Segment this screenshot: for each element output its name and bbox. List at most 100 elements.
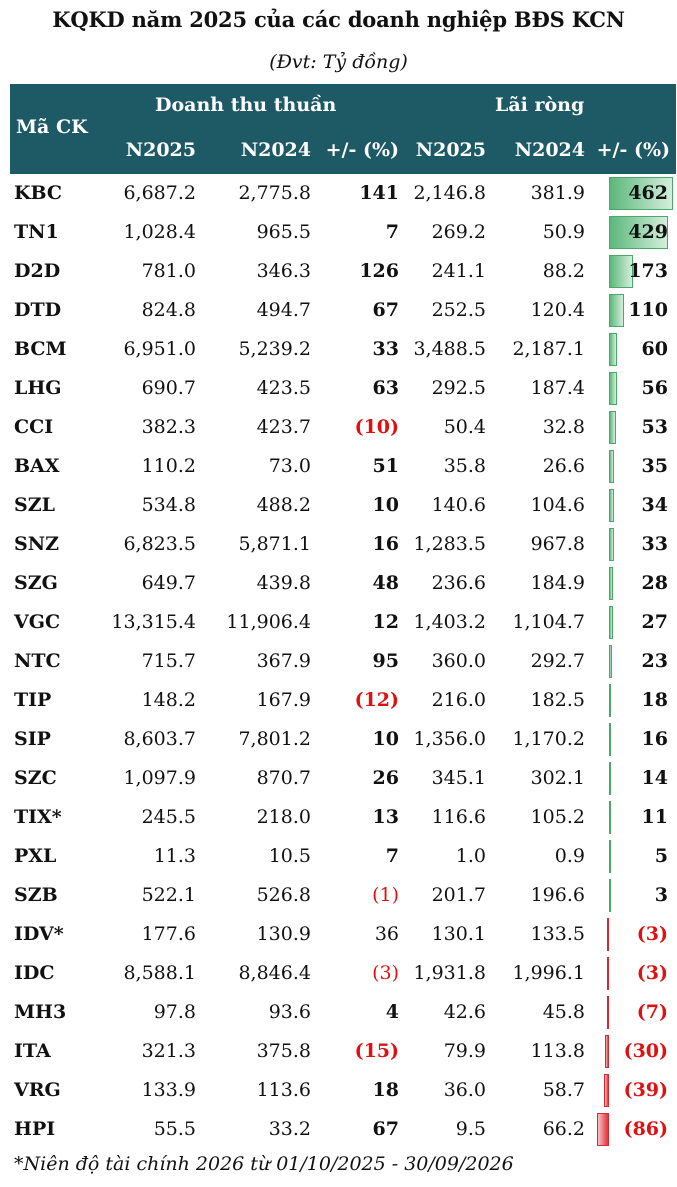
cell-code: BAX	[14, 455, 60, 477]
cell-rev-change: 13	[372, 806, 399, 828]
cell-profit-2025: 360.0	[431, 650, 486, 672]
cell-code: DTD	[14, 299, 62, 321]
cell-code: KBC	[14, 182, 63, 204]
cell-rev-2025: 321.3	[141, 1040, 196, 1062]
profit-change-bar	[597, 1113, 609, 1146]
table-header: Mã CK Doanh thu thuần Lãi ròng N2025 N20…	[10, 84, 676, 174]
header-revenue-group: Doanh thu thuần	[155, 94, 337, 116]
table-row: D2D 781.0 346.3 126 241.1 88.2 173	[10, 252, 676, 291]
cell-profit-change: (3)	[636, 962, 668, 984]
cell-profit-2025: 241.1	[431, 260, 486, 282]
cell-profit-2024: 133.5	[530, 923, 585, 945]
profit-change-bar	[609, 567, 613, 600]
cell-code: SIP	[14, 728, 51, 750]
profit-change-bar	[603, 1074, 609, 1107]
cell-profit-2025: 2,146.8	[413, 182, 486, 204]
cell-profit-2024: 32.8	[542, 416, 585, 438]
cell-profit-2024: 120.4	[530, 299, 585, 321]
cell-rev-2025: 6,687.2	[123, 182, 196, 204]
cell-rev-2024: 167.9	[256, 689, 311, 711]
cell-profit-change: 56	[641, 377, 668, 399]
cell-profit-2025: 345.1	[431, 767, 486, 789]
cell-rev-change: 7	[385, 221, 399, 243]
cell-code: BCM	[14, 338, 67, 360]
cell-rev-change: 26	[372, 767, 399, 789]
cell-profit-2025: 216.0	[431, 689, 486, 711]
cell-profit-2024: 182.5	[530, 689, 585, 711]
cell-rev-2024: 113.6	[256, 1079, 311, 1101]
cell-profit-2025: 35.8	[443, 455, 486, 477]
cell-rev-change: 12	[372, 611, 399, 633]
cell-code: SZL	[14, 494, 55, 516]
table-row: PXL 11.3 10.5 7 1.0 0.9 5	[10, 837, 676, 876]
header-profit-change: +/- (%)	[596, 139, 670, 161]
cell-profit-2025: 236.6	[431, 572, 486, 594]
cell-profit-2024: 58.7	[542, 1079, 585, 1101]
cell-profit-change: 429	[628, 221, 668, 243]
cell-rev-2025: 1,097.9	[123, 767, 196, 789]
profit-change-bar	[609, 216, 669, 249]
cell-profit-change: (3)	[636, 923, 668, 945]
cell-rev-change: 4	[385, 1001, 399, 1023]
cell-rev-change: 95	[372, 650, 399, 672]
cell-profit-change: 16	[641, 728, 668, 750]
cell-rev-change: 67	[372, 299, 399, 321]
cell-profit-2024: 196.6	[530, 884, 585, 906]
cell-code: VGC	[14, 611, 61, 633]
cell-rev-2025: 177.6	[141, 923, 196, 945]
profit-change-bar	[609, 684, 612, 717]
cell-rev-2025: 522.1	[141, 884, 196, 906]
cell-rev-2024: 423.7	[256, 416, 311, 438]
cell-rev-2024: 870.7	[256, 767, 311, 789]
profit-change-bar	[609, 411, 617, 444]
cell-code: IDV*	[14, 923, 64, 945]
cell-rev-2024: 130.9	[256, 923, 311, 945]
cell-rev-2025: 6,951.0	[123, 338, 196, 360]
cell-profit-2025: 1,403.2	[413, 611, 486, 633]
cell-rev-2025: 8,603.7	[123, 728, 196, 750]
profit-change-bar	[609, 177, 673, 210]
cell-rev-change: 10	[372, 494, 399, 516]
cell-code: MH3	[14, 1001, 67, 1023]
cell-rev-2024: 10.5	[268, 845, 311, 867]
cell-code: SNZ	[14, 533, 59, 555]
cell-profit-2025: 292.5	[431, 377, 486, 399]
header-profit-2025: N2025	[415, 139, 486, 161]
cell-rev-change: (12)	[354, 689, 399, 711]
cell-profit-2025: 1,931.8	[413, 962, 486, 984]
cell-profit-2024: 113.8	[530, 1040, 585, 1062]
cell-rev-2025: 133.9	[141, 1079, 196, 1101]
cell-profit-2024: 50.9	[542, 221, 585, 243]
cell-profit-change: (30)	[623, 1040, 668, 1062]
header-rev-2024: N2024	[240, 139, 311, 161]
cell-profit-2024: 381.9	[530, 182, 585, 204]
cell-rev-2024: 8,846.4	[238, 962, 311, 984]
cell-profit-change: 18	[641, 689, 668, 711]
cell-profit-change: 53	[641, 416, 668, 438]
cell-profit-2024: 0.9	[554, 845, 585, 867]
cell-profit-change: 173	[628, 260, 668, 282]
profit-change-bar	[609, 840, 611, 873]
profit-change-bar	[609, 528, 614, 561]
cell-code: LHG	[14, 377, 62, 399]
cell-rev-2025: 97.8	[153, 1001, 196, 1023]
cell-rev-2025: 781.0	[141, 260, 196, 282]
cell-rev-2024: 375.8	[256, 1040, 311, 1062]
cell-profit-2025: 1.0	[455, 845, 486, 867]
cell-rev-change: 67	[372, 1118, 399, 1140]
page-title: KQKD năm 2025 của các doanh nghiệp BĐS K…	[52, 7, 625, 32]
cell-profit-2024: 292.7	[530, 650, 585, 672]
cell-profit-change: 14	[641, 767, 668, 789]
cell-code: VRG	[14, 1079, 61, 1101]
cell-rev-2024: 346.3	[256, 260, 311, 282]
profit-change-bar	[609, 294, 625, 327]
table-row: SZG 649.7 439.8 48 236.6 184.9 28	[10, 564, 676, 603]
table-row: ITA 321.3 375.8 (15) 79.9 113.8 (30)	[10, 1032, 676, 1071]
cell-code: IDC	[14, 962, 55, 984]
profit-change-bar	[609, 450, 614, 483]
cell-rev-2024: 11,906.4	[226, 611, 311, 633]
profit-change-bar	[609, 489, 614, 522]
header-profit-2024: N2024	[514, 139, 585, 161]
header-rev-2025: N2025	[125, 139, 196, 161]
profit-change-bar	[609, 762, 611, 795]
